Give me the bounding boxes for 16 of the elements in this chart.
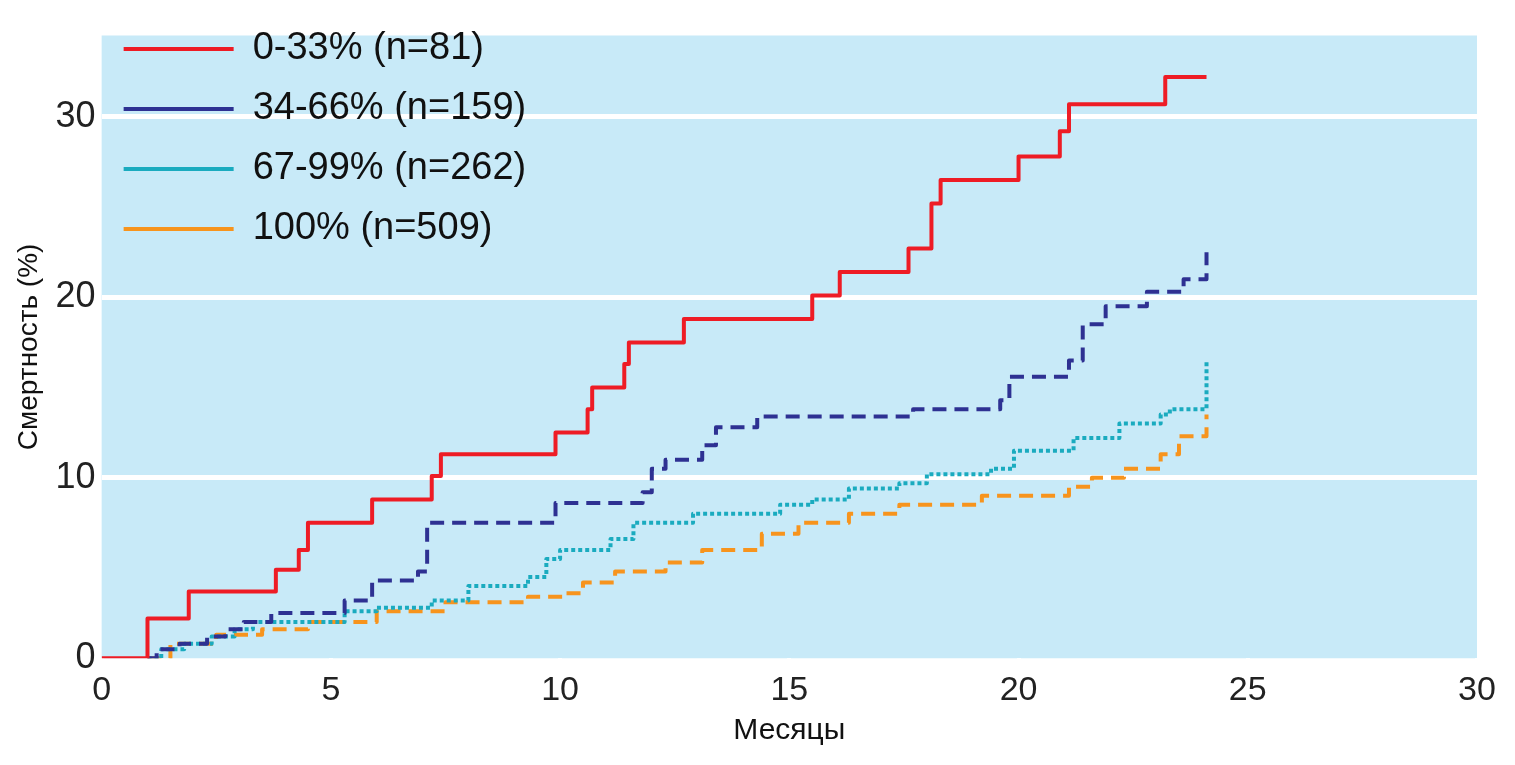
y-tick-label: 10 (55, 454, 96, 496)
x-tick-label: 15 (770, 668, 809, 707)
y-tick-label: 20 (55, 274, 96, 316)
x-tick-label: 5 (321, 668, 341, 707)
y-axis-title: Смертность (%) (11, 243, 43, 451)
x-axis-title: Месяцы (733, 712, 846, 746)
y-tick-label: 0 (75, 635, 96, 677)
x-tick-label: 25 (1228, 668, 1267, 707)
legend-label: 34-66% (n=159) (252, 85, 527, 128)
legend-label: 67-99% (n=262) (252, 145, 527, 188)
x-tick-label: 30 (1458, 668, 1496, 707)
y-tick-label: 30 (55, 93, 96, 135)
x-tick-label: 20 (999, 668, 1038, 707)
x-tick-label: 10 (541, 668, 580, 707)
legend-label: 0-33% (n=81) (252, 25, 484, 68)
legend-label: 100% (n=509) (252, 205, 493, 248)
